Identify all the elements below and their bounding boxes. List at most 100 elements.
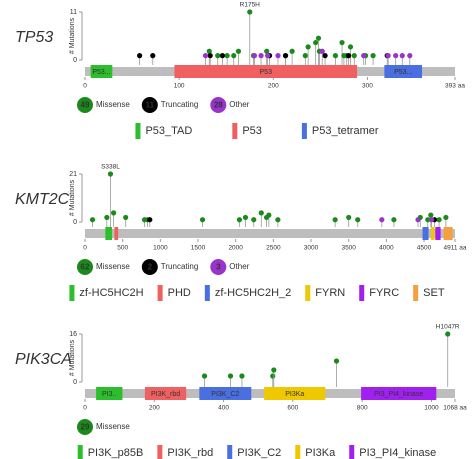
domain xyxy=(422,227,429,240)
domain xyxy=(443,227,453,240)
mutation-annotation: H1047R xyxy=(436,324,460,331)
legend-count: 62 xyxy=(81,263,90,272)
domain-legend-label: P53_TAD xyxy=(145,125,192,137)
legend-badge xyxy=(210,259,227,275)
lollipop-head xyxy=(347,44,354,50)
x-tick-label: 400 xyxy=(218,405,229,412)
x-tick-label: 1500 xyxy=(191,245,206,252)
x-tick-label: 0 xyxy=(83,405,87,412)
x-tick-label: 3000 xyxy=(304,245,319,252)
domain-label: PI3K_rbd xyxy=(151,391,180,398)
legend-badge xyxy=(141,259,158,275)
y-axis-label: # Mutations xyxy=(69,17,76,54)
mutation-annotation: S338L xyxy=(101,164,120,171)
x-tick-label: 2500 xyxy=(266,245,281,252)
domain-legend-swatch xyxy=(305,285,311,301)
domain xyxy=(384,65,423,78)
lollipop-head xyxy=(436,217,442,223)
lollipop-head xyxy=(231,53,237,59)
domain-legend-label: FYRN xyxy=(315,287,345,299)
domain-legend-label: P53 xyxy=(242,125,262,137)
lollipop-head xyxy=(425,217,431,223)
legend-label: Other xyxy=(229,262,249,271)
lollipop-head xyxy=(428,212,434,218)
lollipop-head xyxy=(443,214,449,221)
lollipop-head xyxy=(361,53,367,59)
domain-legend-swatch xyxy=(301,123,307,139)
domain-legend-swatch xyxy=(359,285,365,301)
lollipop-head xyxy=(332,53,339,59)
lollipop-head xyxy=(224,53,230,59)
y-axis-label: # Mutations xyxy=(69,339,76,376)
lollipop-head xyxy=(407,53,413,59)
legend-count: 28 xyxy=(214,101,223,110)
domain-legend-swatch xyxy=(295,445,301,459)
domain-legend-label: PI3_PI4_kinase xyxy=(359,447,436,459)
lollipop-head xyxy=(370,53,376,59)
legend-count: 3 xyxy=(216,263,221,272)
domain-legend-label: zf-HC5HC2H_2 xyxy=(215,287,291,299)
domain xyxy=(144,387,187,400)
lollipop-head xyxy=(199,217,206,223)
gene-title: KMT2C xyxy=(15,191,70,208)
lollipop-head xyxy=(289,48,295,54)
x-tick-label: 100 xyxy=(174,83,185,90)
lollipop-head xyxy=(270,373,276,379)
domain-label: P53... xyxy=(92,69,110,76)
domain-label: P53... xyxy=(394,69,412,76)
lollipop-head xyxy=(302,53,308,59)
domain-legend-swatch xyxy=(135,123,141,139)
lollipop-head xyxy=(346,53,352,59)
lollipop-head xyxy=(227,373,234,379)
domain-legend-swatch xyxy=(413,285,419,301)
lollipop-head xyxy=(104,214,110,221)
mutation-annotation: R175H xyxy=(240,2,261,9)
legend-badge xyxy=(210,97,227,113)
x-tick-label: 200 xyxy=(268,83,279,90)
domain xyxy=(430,227,435,240)
lollipop-head xyxy=(391,217,397,223)
legend-count: 49 xyxy=(81,101,90,110)
domain-legend-label: PHD xyxy=(168,287,191,299)
domain-label: PI3K_C2 xyxy=(211,391,239,398)
lollipop-head xyxy=(399,53,405,59)
y-tick-label: 16 xyxy=(69,331,77,338)
domain-legend-label: PI3Ka xyxy=(305,447,336,459)
lollipop-head xyxy=(207,53,213,59)
domain xyxy=(174,65,358,78)
domain-legend-label: PI3K_rbd xyxy=(167,447,213,459)
domain xyxy=(96,387,123,400)
lollipop-head xyxy=(206,48,212,54)
domain-legend-swatch xyxy=(204,285,210,301)
x-tick-label: 4500 xyxy=(417,245,432,252)
protein-track xyxy=(85,229,455,238)
x-tick-label: 4000 xyxy=(379,245,394,252)
x-tick-label: 2000 xyxy=(228,245,243,252)
domain-legend-label: zf-HC5HC2H xyxy=(79,287,143,299)
lollipop-head xyxy=(428,217,435,223)
legend-badge xyxy=(77,259,93,275)
lollipop-head xyxy=(236,217,243,223)
domain-legend-swatch xyxy=(232,123,238,139)
lollipop-head xyxy=(319,48,325,54)
lollipop-head xyxy=(242,214,249,221)
lollipop-head xyxy=(89,217,96,223)
x-tick-label: 300 xyxy=(362,83,373,90)
lollipop-head xyxy=(275,53,281,59)
lollipop-head xyxy=(322,53,328,59)
x-tick-label: 200 xyxy=(149,405,160,412)
domain-legend-swatch xyxy=(77,445,83,459)
domain-legend-label: PI3K_C2 xyxy=(237,447,281,459)
x-tick-label: 600 xyxy=(287,405,298,412)
legend-badge xyxy=(141,97,158,113)
lollipop-head xyxy=(107,171,114,177)
lollipop-head xyxy=(235,48,242,54)
y-tick-label: 0 xyxy=(73,57,77,64)
x-tick-label: 1000 xyxy=(153,245,168,252)
domain-legend-swatch xyxy=(157,285,163,301)
lollipop-head xyxy=(202,53,209,59)
domain-legend-label: P53_tetramer xyxy=(312,125,379,137)
lollipop-head xyxy=(355,217,361,223)
y-axis-label: # Mutations xyxy=(69,179,76,216)
